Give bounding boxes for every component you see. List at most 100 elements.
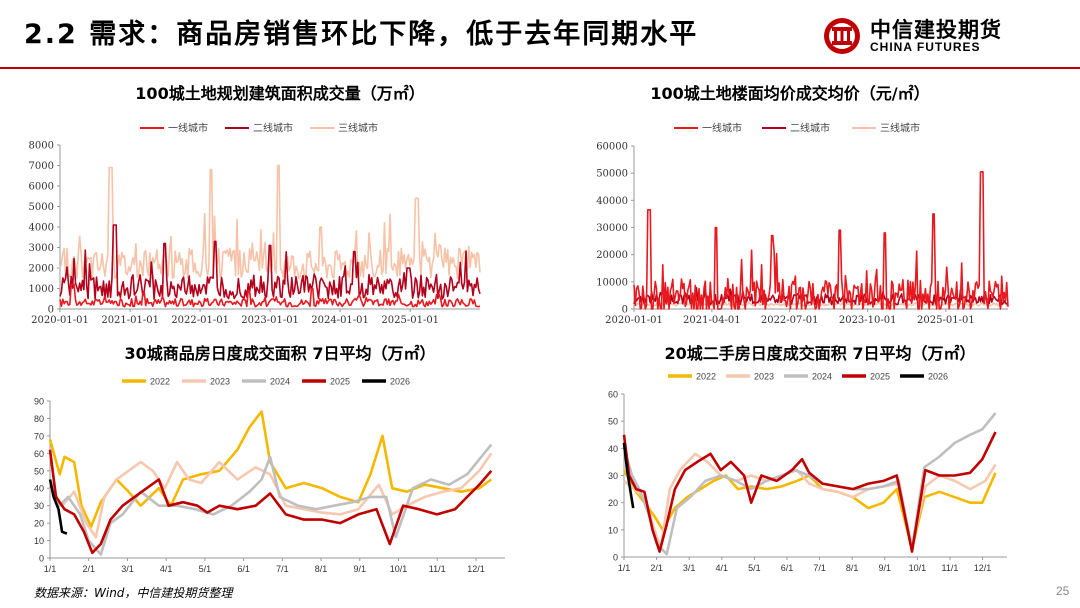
y-tick-label: 3000	[29, 243, 54, 254]
logo-english-name: CHINA FUTURES	[870, 40, 981, 54]
y-tick-label: 8000	[29, 141, 54, 152]
legend-label: 一线城市	[168, 122, 208, 135]
series-line-一线城市	[59, 283, 481, 308]
y-tick-label: 40	[34, 484, 44, 494]
series-line-2026	[48, 479, 68, 535]
legend-entry: 2024	[242, 377, 290, 387]
legend-entry: 2026	[900, 372, 948, 382]
x-tick-label: 9/1	[879, 563, 892, 573]
y-tick-label: 80	[34, 414, 44, 424]
y-tick-label: 20000	[596, 250, 628, 261]
y-tick-label: 5000	[29, 202, 54, 213]
y-tick-label: 60	[608, 390, 618, 400]
chart-land-area: 0 1000 2000 3000 4000 5000 6000 7000 8000 2020-01…	[0, 112, 540, 332]
legend-entry: 三线城市	[852, 122, 920, 135]
legend-label: 三线城市	[880, 122, 920, 135]
y-tick-label: 0	[48, 305, 54, 316]
y-tick-label: 10	[608, 525, 618, 535]
series-line-一线城市	[633, 171, 1009, 310]
x-tick-label: 8/1	[315, 564, 328, 574]
legend-label: 2022	[150, 377, 170, 387]
legend-label: 二线城市	[253, 122, 293, 135]
x-tick-label: 2021-04-01	[683, 315, 741, 326]
x-tick-label: 11/1	[942, 563, 959, 573]
y-tick-label: 90	[34, 397, 44, 407]
series-line-2024	[48, 443, 493, 556]
y-tick-label: 2000	[29, 264, 54, 275]
y-tick-label: 70	[34, 431, 44, 441]
chart-title-second-hand-sales: 20城二手房日度成交面积 7日平均（万㎡）	[664, 344, 976, 363]
legend-entry: 一线城市	[674, 122, 742, 135]
series-line-2024	[622, 412, 997, 556]
x-tick-label: 2023-01-01	[241, 315, 299, 326]
y-tick-label: 50000	[596, 169, 628, 180]
legend-label: 2024	[812, 372, 832, 382]
y-tick-label: 30	[34, 501, 44, 511]
legend-entry: 2024	[784, 372, 832, 382]
x-tick-label: 2/1	[82, 564, 95, 574]
x-tick-label: 1/1	[44, 564, 57, 574]
chart-title-land-price: 100城土地楼面均价成交均价（元/㎡）	[650, 84, 930, 103]
page-number: 25	[1056, 584, 1070, 598]
series-line-二线城市	[59, 224, 481, 300]
legend-entry: 2022	[668, 372, 716, 382]
series-line-2022	[48, 410, 493, 528]
x-tick-label: 10/1	[909, 563, 927, 573]
x-tick-label: 2022-01-01	[171, 315, 229, 326]
x-tick-label: 2020-01-01	[31, 315, 89, 326]
company-logo: 中信建投期货 CHINA FUTURES	[822, 14, 1062, 58]
legend-entry: 二线城市	[762, 122, 830, 135]
y-tick-label: 50	[34, 466, 44, 476]
x-tick-label: 6/1	[781, 563, 794, 573]
y-tick-label: 30	[608, 471, 618, 481]
x-tick-label: 2023-10-01	[839, 315, 897, 326]
x-tick-label: 2022-07-01	[761, 315, 819, 326]
x-tick-label: 7/1	[813, 563, 826, 573]
x-tick-label: 1/1	[618, 563, 631, 573]
series-line-三线城市	[59, 164, 481, 280]
legend-label: 三线城市	[338, 122, 378, 135]
legend-label: 2025	[330, 377, 350, 387]
legend-label: 一线城市	[702, 122, 742, 135]
x-tick-label: 8/1	[846, 563, 859, 573]
y-tick-label: 6000	[29, 182, 54, 193]
chart-land-price: 0 10000 20000 30000 40000 50000 60000 2020-01-0…	[540, 112, 1080, 332]
y-tick-label: 20	[34, 519, 44, 529]
legend-entry: 2025	[842, 372, 890, 382]
chart-svg: 0 1000 2000 3000 4000 5000 6000 7000 8000 2020-01…	[29, 122, 481, 326]
y-tick-label: 60	[34, 449, 44, 459]
legend-label: 2022	[696, 372, 716, 382]
x-tick-label: 2024-01-01	[311, 315, 369, 326]
legend-label: 2025	[870, 372, 890, 382]
x-tick-label: 12/1	[974, 563, 992, 573]
series-line-2026	[622, 442, 635, 509]
x-tick-label: 6/1	[237, 564, 250, 574]
y-tick-label: 0	[622, 305, 628, 316]
x-tick-label: 9/1	[354, 564, 367, 574]
y-tick-label: 10	[34, 536, 44, 546]
x-tick-label: 2025-01-01	[381, 315, 439, 326]
chart-title-new-home-sales: 30城商品房日度成交面积 7日平均（万㎡）	[124, 344, 436, 363]
legend-label: 2023	[210, 377, 230, 387]
x-tick-label: 7/1	[276, 564, 289, 574]
y-tick-label: 4000	[29, 223, 54, 234]
series-line-2023	[623, 452, 997, 551]
y-tick-label: 60000	[596, 142, 628, 153]
y-tick-label: 50	[608, 417, 618, 427]
slide-header: 2.2 需求：商品房销售环比下降，低于去年同期水平 中信建投期货 CHINA F…	[0, 0, 1080, 70]
x-tick-label: 5/1	[748, 563, 761, 573]
legend-entry: 2023	[182, 377, 230, 387]
chart-svg: 0 10 20 30 40 50 60 1/1 2/1 3/1 4/1 5/1 6/1 7/1 8/1 9/1…	[608, 372, 1007, 573]
y-tick-label: 40000	[596, 196, 628, 207]
chart-new-home-sales: 0 10 20 30 40 50 60 70 80 90 1/1 2/1 3/1 4/1 5/1 6/1 7/1…	[0, 368, 540, 580]
y-tick-label: 20	[608, 498, 618, 508]
y-tick-label: 0	[613, 553, 618, 563]
data-source-note: 数据来源：Wind，中信建投期货整理	[34, 586, 233, 600]
legend-entry: 2022	[122, 377, 170, 387]
y-tick-label: 10000	[596, 277, 628, 288]
y-tick-label: 7000	[29, 161, 54, 172]
series-line-2025	[622, 431, 997, 553]
legend-entry: 2026	[362, 377, 410, 387]
x-tick-label: 2/1	[650, 563, 663, 573]
legend-label: 2026	[390, 377, 410, 387]
